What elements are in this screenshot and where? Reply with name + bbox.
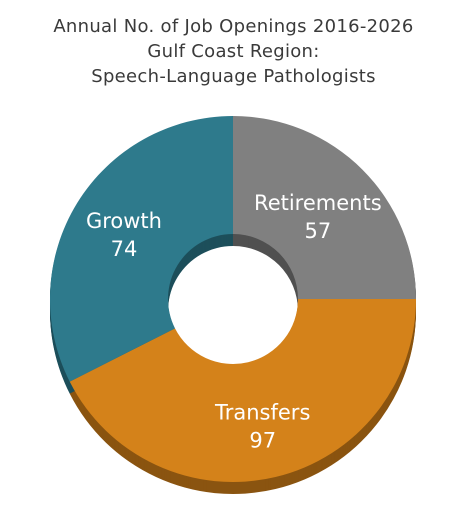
slice-transfers	[69, 299, 417, 482]
slice-value-retirements: 57	[304, 219, 331, 243]
chart-title: Annual No. of Job Openings 2016-2026	[53, 16, 414, 37]
slice-value-growth: 74	[111, 237, 138, 261]
slice-value-transfers: 97	[249, 429, 276, 453]
donut-slice-layer	[50, 116, 417, 482]
chart-subtitle: Gulf Coast Region:	[147, 41, 320, 62]
slice-growth	[50, 116, 233, 382]
slice-label-transfers: Transfers	[214, 401, 310, 425]
slice-retirements	[233, 116, 416, 299]
slice-label-growth: Growth	[86, 209, 162, 233]
chart-subtitle-2: Speech-Language Pathologists	[91, 66, 376, 87]
slice-label-retirements: Retirements	[254, 191, 382, 215]
donut-label-layer: Retirements 57 Transfers 97 Growth 74	[86, 191, 382, 452]
chart-title-block: Annual No. of Job Openings 2016-2026 Gul…	[0, 14, 467, 89]
